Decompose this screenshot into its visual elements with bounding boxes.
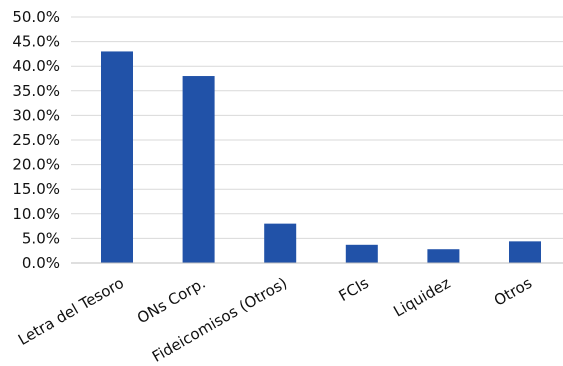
y-tick-label: 5.0%	[22, 229, 60, 247]
y-tick-label: 40.0%	[12, 57, 60, 75]
y-tick-label: 45.0%	[12, 33, 60, 51]
x-category-label: ONs Corp.	[134, 274, 209, 327]
y-tick-label: 10.0%	[12, 205, 60, 223]
x-category-label: Otros	[491, 274, 535, 310]
bar	[182, 76, 215, 263]
y-tick-label: 25.0%	[12, 131, 60, 149]
y-tick-label: 15.0%	[12, 180, 60, 198]
x-axis-labels: Letra del Tesoro ONs Corp.Fideicomisos (O…	[15, 274, 535, 366]
bar	[345, 244, 378, 263]
x-category-label: Letra del Tesoro	[15, 274, 127, 349]
bar	[509, 241, 541, 263]
bar	[427, 249, 460, 263]
x-category-label: Liquidez	[390, 274, 453, 321]
x-category-label: FCIs	[336, 274, 372, 305]
bars	[101, 51, 541, 263]
gridlines	[71, 16, 563, 239]
y-tick-label: 0.0%	[22, 254, 60, 272]
x-category-label: Fideicomisos (Otros)	[149, 274, 290, 366]
y-tick-label: 30.0%	[12, 106, 60, 124]
bar	[264, 223, 297, 263]
y-tick-label: 50.0%	[12, 8, 60, 26]
y-tick-label: 20.0%	[12, 156, 60, 174]
y-axis-ticks: 0.0% 5.0% 10.0% 15.0% 20.0% 25.0% 30.0% 35.0% 40…	[12, 8, 60, 272]
y-tick-label: 35.0%	[12, 82, 60, 100]
bar	[101, 51, 133, 263]
